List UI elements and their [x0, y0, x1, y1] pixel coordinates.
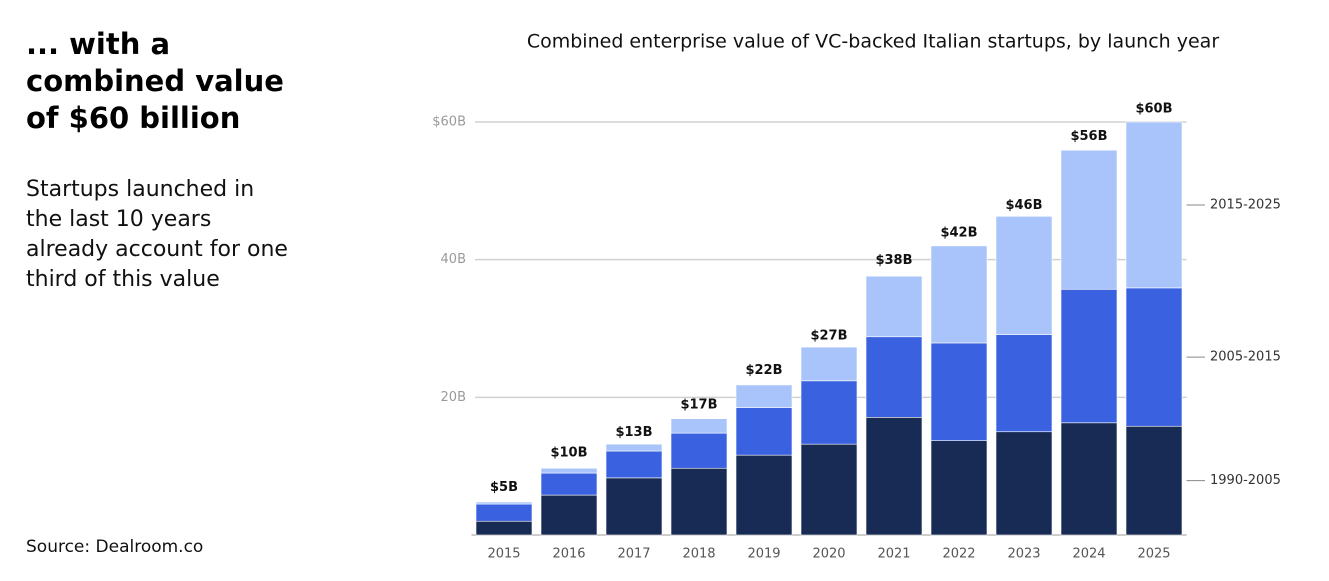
legend-label: 2015-2025 — [1210, 197, 1281, 212]
chart-title: Combined enterprise value of VC-backed I… — [527, 31, 1219, 53]
total-label: $42B — [940, 225, 977, 240]
bar-segment — [475, 520, 533, 536]
body-line: already account for one — [26, 237, 288, 262]
x-tick-label: 2018 — [682, 547, 715, 562]
x-tick-label: 2020 — [812, 547, 845, 562]
x-tick-label: 2016 — [552, 547, 585, 562]
total-label: $10B — [550, 446, 587, 461]
x-tick-label: 2023 — [1007, 547, 1040, 562]
bar-segment — [995, 216, 1053, 335]
bar-segment — [930, 440, 988, 536]
bar-segment — [995, 431, 1053, 536]
heading: ... with a combined value of $60 billion — [26, 26, 366, 137]
bar-segment — [735, 384, 793, 408]
bar-segment — [1060, 149, 1118, 290]
bar-segment — [670, 467, 728, 536]
total-label: $27B — [810, 329, 847, 344]
bar-segment — [930, 342, 988, 441]
body-line: third of this value — [26, 267, 220, 292]
body-line: Startups launched in — [26, 177, 255, 202]
bar-segment — [540, 467, 598, 474]
total-label: $13B — [615, 425, 652, 440]
total-label: $22B — [745, 363, 782, 378]
total-label: $56B — [1070, 129, 1107, 144]
body-line: the last 10 years — [26, 207, 212, 232]
bar-segment — [605, 450, 663, 479]
y-tick-label: 40B — [441, 252, 466, 267]
bar-segment — [800, 380, 858, 445]
bar-segment — [865, 416, 923, 536]
bar-segment — [735, 407, 793, 456]
heading-line: ... with a — [26, 27, 171, 61]
x-tick-label: 2024 — [1072, 547, 1105, 562]
y-tick-label: 20B — [441, 390, 466, 405]
bar-segment — [1125, 287, 1183, 427]
bar-segment — [475, 501, 533, 505]
bar-segment — [540, 472, 598, 496]
bar-segment — [1125, 425, 1183, 536]
bar-segment — [540, 494, 598, 536]
total-label: $46B — [1005, 198, 1042, 213]
x-tick-label: 2019 — [747, 547, 780, 562]
bar-segment — [1125, 121, 1183, 289]
bar-segment — [995, 334, 1053, 433]
bar-segment — [605, 477, 663, 536]
sidebar: ... with a combined value of $60 billion S… — [26, 26, 366, 295]
x-tick-label: 2017 — [617, 547, 650, 562]
bar-segment — [670, 418, 728, 434]
total-label: $38B — [875, 253, 912, 268]
bar-segment — [930, 245, 988, 344]
bar-segment — [1060, 422, 1118, 536]
bar-segment — [735, 454, 793, 536]
legend-label: 2005-2015 — [1210, 350, 1281, 365]
bar-segment — [865, 275, 923, 338]
source: Source: Dealroom.co — [26, 537, 204, 557]
total-label: $60B — [1135, 102, 1172, 117]
bar-segment — [1060, 288, 1118, 424]
bar-segment — [800, 443, 858, 536]
total-label: $17B — [680, 397, 717, 412]
bar-segment — [670, 432, 728, 469]
x-tick-label: 2021 — [877, 547, 910, 562]
bar-segment — [800, 346, 858, 382]
x-tick-label: 2022 — [942, 547, 975, 562]
y-tick-label: $60B — [432, 115, 466, 130]
bar-segment — [605, 443, 663, 452]
bar-segment — [475, 503, 533, 522]
legend-label: 1990-2005 — [1210, 473, 1281, 488]
heading-line: of $60 billion — [26, 101, 241, 135]
heading-line: combined value — [26, 64, 284, 98]
x-tick-label: 2015 — [487, 547, 520, 562]
x-tick-label: 2025 — [1137, 547, 1170, 562]
body-text: Startups launched in the last 10 years alr… — [26, 175, 366, 295]
total-label: $5B — [490, 480, 518, 495]
bar-segment — [865, 336, 923, 418]
